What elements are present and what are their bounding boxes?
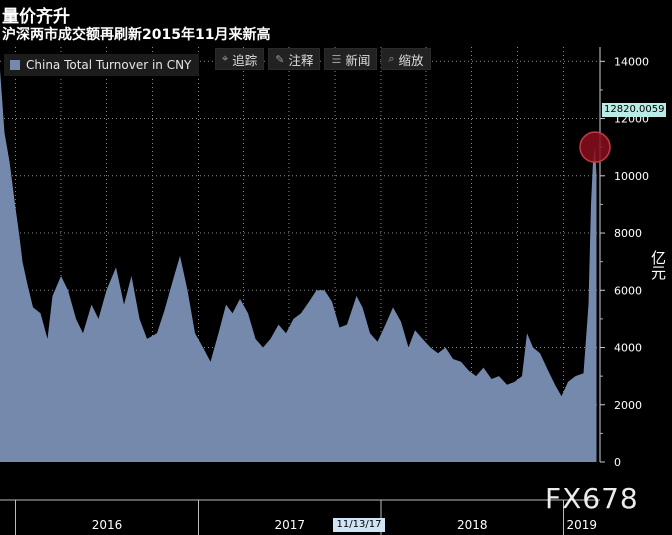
chart-subtitle: 沪深两市成交额再刷新2015年11月来新高 [2,27,271,43]
y-tick-label: 6000 [614,284,642,297]
x-year-label: 2018 [457,518,488,532]
y-tick-label: 2000 [614,399,642,412]
last-value-label: 12820.0059 [602,103,667,117]
y-tick-label: 14000 [614,55,649,68]
pencil-icon: ✎ [275,52,285,66]
x-axis: 2016 2017 2018 2019 [0,499,600,535]
legend: China Total Turnover in CNY [4,54,200,76]
news-button[interactable]: ☰ 新闻 [324,48,378,70]
news-icon: ☰ [331,52,342,66]
annotate-label: 注释 [288,52,314,68]
y-axis-unit: 亿元 [649,250,667,280]
legend-swatch [10,60,20,70]
highlight-circle [579,131,611,163]
watermark: FX678 [545,482,639,515]
chart-toolbar: ⌖ 追踪 ✎ 注释 ☰ 新闻 ⌕ 缩放 [215,48,431,70]
crosshair-icon: ⌖ [222,52,229,65]
cursor-date-label: 11/13/17 [333,518,385,532]
turnover-area [0,69,597,463]
y-tick-label: 10000 [614,170,649,183]
y-tick-label: 8000 [614,227,642,240]
zoom-button[interactable]: ⌕ 缩放 [381,48,431,70]
x-year-label: 2016 [92,518,123,532]
x-year-label: 2017 [274,518,305,532]
legend-label: China Total Turnover in CNY [26,58,192,72]
track-label: 追踪 [232,52,258,68]
news-label: 新闻 [345,52,371,68]
track-button[interactable]: ⌖ 追踪 [215,48,265,70]
magnifier-icon: ⌕ [388,52,395,65]
zoom-label: 缩放 [398,52,424,68]
annotate-button[interactable]: ✎ 注释 [268,48,321,70]
x-year-label: 2019 [566,518,597,532]
y-tick-label: 0 [614,456,621,469]
chart-title: 量价齐升 [2,7,70,27]
y-tick-label: 4000 [614,342,642,355]
